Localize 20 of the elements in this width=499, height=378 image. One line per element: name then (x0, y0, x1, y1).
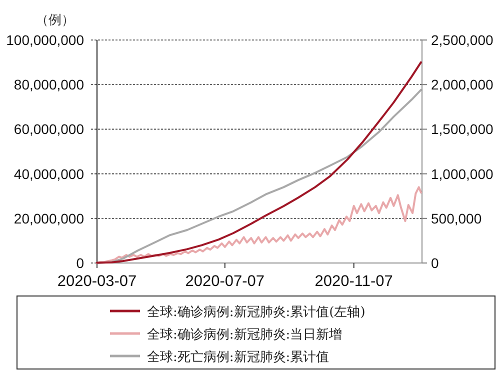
legend-label: 全球:确诊病例:新冠肺炎:累计值(左轴) (147, 305, 366, 320)
y2-tick-label: 0 (431, 255, 439, 271)
y2-tick-label: 1,500,000 (431, 121, 494, 138)
y-tick-label: 20,000,000 (14, 210, 84, 226)
x-tick-label: 2020-11-07 (314, 273, 393, 290)
y-tick-label: 100,000,000 (6, 32, 84, 48)
y-axis-title: （例） (36, 13, 74, 28)
legend-label: 全球:死亡病例:新冠肺炎:累计值 (147, 349, 330, 365)
y2-tick-label: 500,000 (431, 210, 482, 226)
y-tick-label: 40,000,000 (14, 166, 84, 182)
y-tick-label: 80,000,000 (14, 76, 84, 93)
plot: 0 20,000,000 40,000,000 60,000,000 80,000,000 100,000,000 0 500,000 1,000,000 1,500,000 2,000,000 2,500,000 2020-03-07 2020-07-07 2020-11-07 （例） (6, 13, 494, 290)
x-tick-label: 2020-07-07 (185, 273, 265, 290)
x-tick-label: 2020-03-07 (57, 273, 137, 290)
y2-tick-label: 2,500,000 (431, 32, 494, 48)
y2-tick-label: 2,000,000 (431, 76, 494, 93)
y-tick-label: 60,000,000 (14, 121, 84, 138)
y2-tick-label: 1,000,000 (431, 166, 494, 182)
y-tick-label: 0 (76, 255, 84, 271)
legend-label: 全球:确诊病例:新冠肺炎:当日新增 (147, 328, 342, 342)
